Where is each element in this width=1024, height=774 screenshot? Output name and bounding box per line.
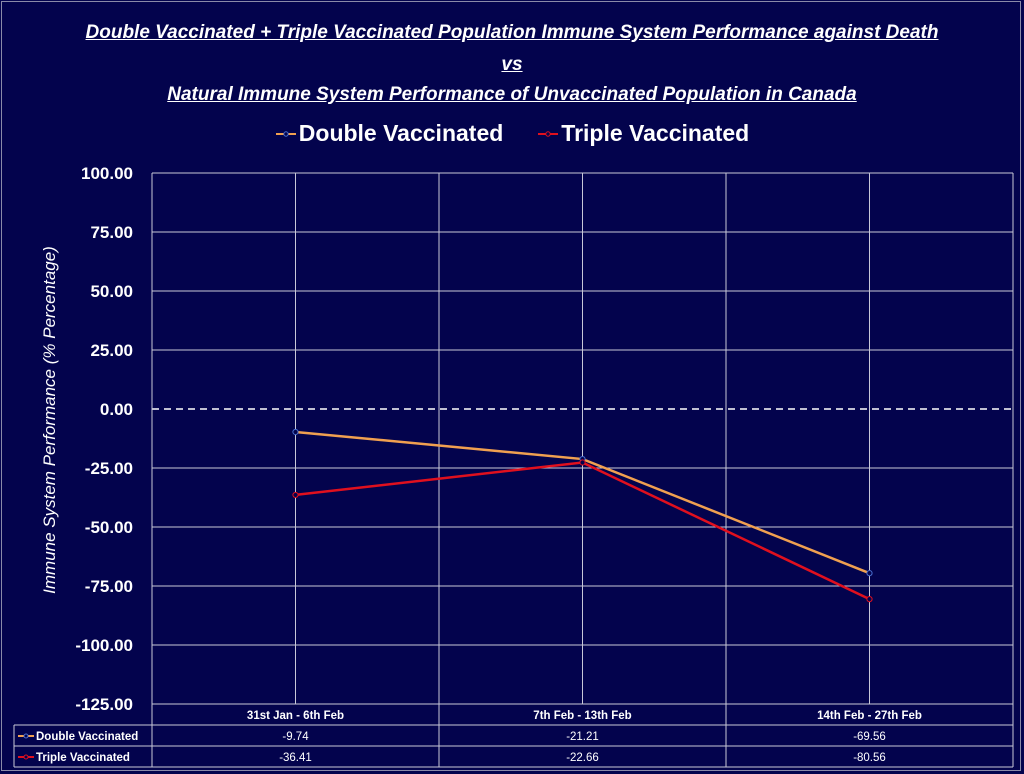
legend-swatch-double bbox=[275, 130, 296, 137]
table-legend-marker bbox=[23, 754, 29, 760]
legend: Double Vaccinated Triple Vaccinated bbox=[0, 120, 1024, 147]
chart-title-line-3: Natural Immune System Performance of Unv… bbox=[167, 84, 857, 105]
table-legend-marker bbox=[23, 733, 29, 739]
data-point bbox=[866, 596, 873, 603]
y-tick-label: -25.00 bbox=[85, 459, 133, 478]
table-row-label: Double Vaccinated bbox=[36, 731, 138, 743]
y-tick-label: 25.00 bbox=[90, 341, 133, 360]
data-point bbox=[292, 491, 299, 499]
table-value-cell: -69.56 bbox=[853, 731, 886, 743]
chart-title-line-2: vs bbox=[501, 54, 523, 75]
legend-item-triple: Triple Vaccinated bbox=[537, 120, 749, 147]
y-tick-label: 0.00 bbox=[100, 400, 133, 419]
y-tick-label: 50.00 bbox=[90, 282, 133, 301]
x-category-label: 31st Jan - 6th Feb bbox=[247, 710, 344, 722]
x-category-label: 7th Feb - 13th Feb bbox=[533, 710, 631, 722]
legend-item-double: Double Vaccinated bbox=[275, 120, 504, 147]
y-tick-label: -75.00 bbox=[85, 577, 133, 596]
legend-swatch-triple bbox=[538, 130, 559, 137]
data-point bbox=[292, 428, 299, 436]
legend-label-double: Double Vaccinated bbox=[298, 120, 504, 146]
y-tick-label: -125.00 bbox=[75, 695, 133, 714]
table-value-cell: -9.74 bbox=[282, 731, 309, 743]
table-value-cell: -80.56 bbox=[853, 752, 886, 764]
table-row-label: Triple Vaccinated bbox=[36, 752, 130, 764]
data-point bbox=[579, 459, 586, 466]
table-value-cell: -21.21 bbox=[566, 731, 599, 743]
x-category-label: 14th Feb - 27th Feb bbox=[817, 710, 922, 722]
legend-label-triple: Triple Vaccinated bbox=[561, 120, 750, 146]
chart-title-line-1: Double Vaccinated + Triple Vaccinated Po… bbox=[85, 22, 939, 43]
table-value-cell: -22.66 bbox=[566, 752, 599, 764]
y-tick-label: -50.00 bbox=[85, 518, 133, 537]
y-tick-label: 100.00 bbox=[81, 164, 133, 183]
table-value-cell: -36.41 bbox=[279, 752, 312, 764]
data-point bbox=[866, 570, 873, 577]
y-tick-label: -100.00 bbox=[75, 636, 133, 655]
y-tick-label: 75.00 bbox=[90, 223, 133, 242]
